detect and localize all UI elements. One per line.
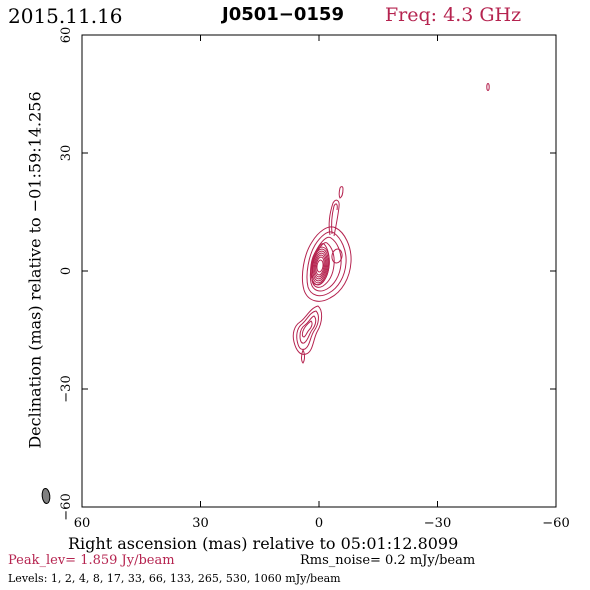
x-tick-label: −60: [542, 516, 569, 531]
x-tick-label: −30: [424, 516, 451, 531]
contour-levels: Levels: 1, 2, 4, 8, 17, 33, 66, 133, 265…: [8, 572, 341, 585]
contour-map: [292, 83, 490, 364]
y-tick-label: 0: [59, 267, 74, 275]
isolated-feature: [486, 83, 490, 91]
y-tick-label: −60: [59, 493, 74, 520]
peak-level: Peak_lev= 1.859 Jy/beam: [8, 553, 175, 568]
y-tick-label: 30: [59, 145, 74, 162]
north-jet-contours: [328, 186, 344, 237]
plot-frame: [81, 34, 557, 508]
x-tick-label: 60: [74, 516, 91, 531]
tick-marks: [81, 34, 557, 508]
y-tick-label: −30: [59, 375, 74, 402]
y-axis-title: Declination (mas) relative to −01:59:14.…: [25, 91, 45, 449]
restoring-beam: [41, 488, 51, 504]
y-tick-label: 60: [59, 27, 74, 44]
south-component-contours: [292, 305, 323, 364]
source-name: J0501−0159: [222, 4, 344, 25]
x-axis-title: Right ascension (mas) relative to 05:01:…: [68, 534, 459, 553]
core-contours: [301, 226, 352, 302]
frequency-label: Freq: 4.3 GHz: [385, 4, 522, 26]
x-tick-label: 30: [192, 516, 209, 531]
x-tick-label: 0: [315, 516, 323, 531]
observation-date: 2015.11.16: [8, 4, 123, 28]
rms-noise: Rms_noise= 0.2 mJy/beam: [300, 553, 476, 568]
